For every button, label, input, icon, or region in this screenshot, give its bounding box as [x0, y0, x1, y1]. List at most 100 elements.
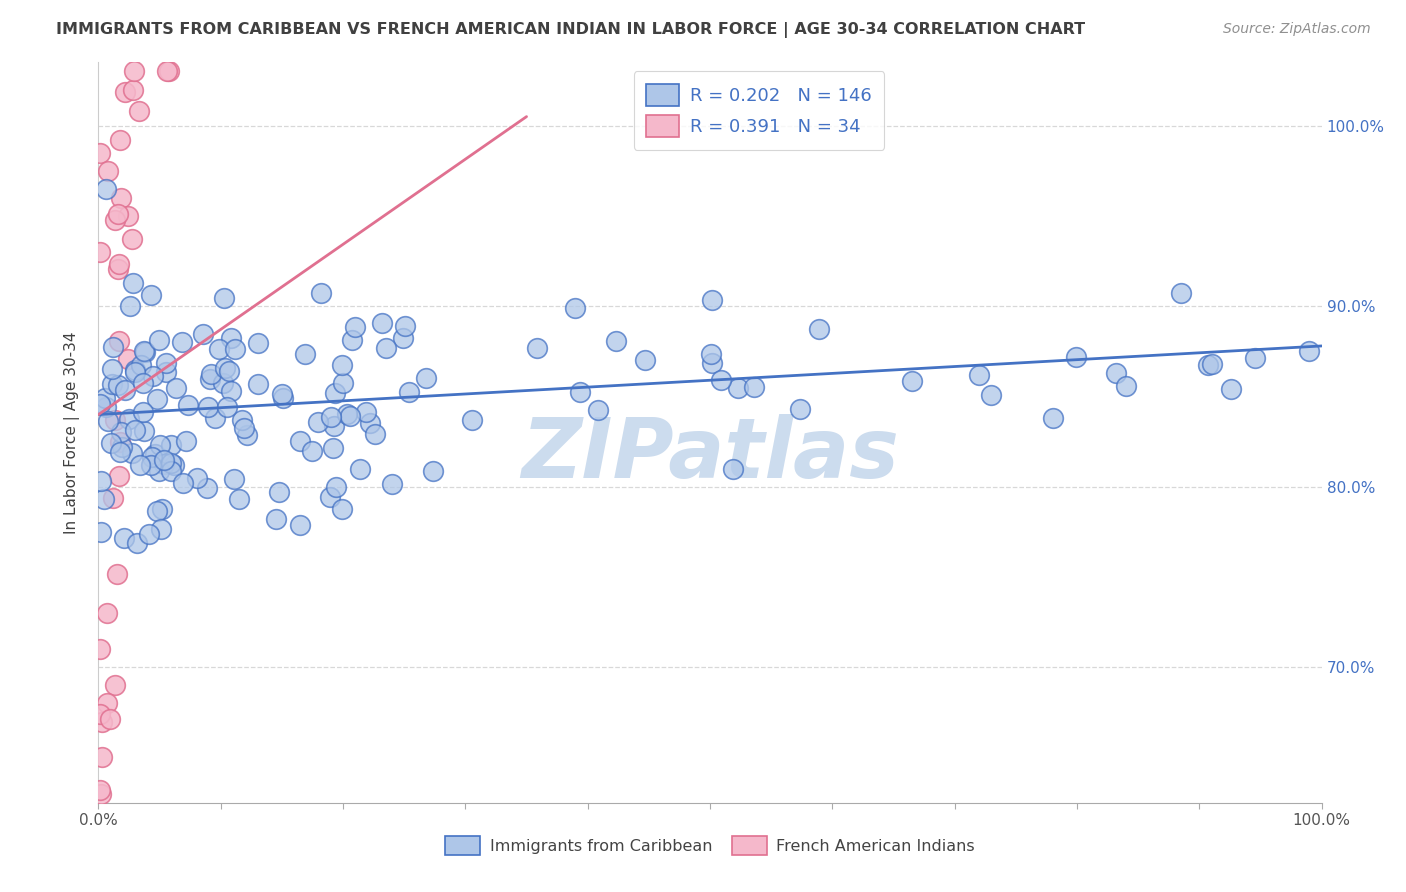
- Point: [128, 458, 150, 472]
- Point: [107, 377, 129, 392]
- Point: [101, 376, 124, 391]
- Point: [160, 456, 183, 470]
- Point: [89, 642, 111, 657]
- Point: [163, 458, 186, 472]
- Point: [1064, 350, 1087, 364]
- Point: [634, 353, 657, 368]
- Point: [156, 64, 179, 78]
- Point: [267, 485, 290, 500]
- Point: [114, 85, 136, 99]
- Point: [121, 446, 143, 460]
- Point: [170, 335, 193, 350]
- Point: [110, 425, 132, 439]
- Point: [727, 381, 749, 395]
- Point: [160, 438, 183, 452]
- Point: [94, 400, 117, 414]
- Point: [177, 398, 200, 412]
- Point: [336, 407, 359, 421]
- Point: [1201, 357, 1223, 371]
- Point: [89, 145, 111, 160]
- Point: [1220, 383, 1243, 397]
- Point: [132, 376, 155, 391]
- Point: [1244, 351, 1267, 365]
- Point: [332, 376, 354, 391]
- Point: [381, 476, 404, 491]
- Point: [134, 345, 156, 359]
- Point: [1170, 286, 1192, 301]
- Point: [155, 365, 177, 379]
- Point: [112, 531, 135, 545]
- Point: [710, 373, 733, 387]
- Point: [354, 405, 377, 419]
- Point: [107, 257, 129, 271]
- Point: [322, 418, 344, 433]
- Point: [94, 391, 117, 405]
- Point: [101, 340, 124, 354]
- Point: [124, 423, 146, 437]
- Point: [138, 526, 160, 541]
- Point: [1298, 344, 1320, 359]
- Point: [219, 384, 242, 398]
- Point: [114, 383, 136, 397]
- Point: [148, 464, 170, 478]
- Point: [174, 434, 197, 449]
- Point: [246, 376, 269, 391]
- Point: [218, 364, 240, 378]
- Point: [309, 286, 332, 301]
- Point: [89, 396, 111, 410]
- Point: [157, 64, 180, 78]
- Point: [208, 342, 231, 356]
- Point: [104, 212, 127, 227]
- Point: [117, 351, 139, 366]
- Point: [702, 356, 724, 370]
- Point: [97, 414, 120, 428]
- Point: [149, 438, 172, 452]
- Point: [212, 291, 235, 305]
- Point: [198, 372, 221, 386]
- Point: [228, 491, 250, 506]
- Point: [105, 567, 128, 582]
- Point: [143, 447, 166, 461]
- Point: [107, 334, 129, 348]
- Point: [700, 293, 723, 307]
- Point: [96, 606, 118, 620]
- Point: [374, 342, 396, 356]
- Point: [121, 83, 143, 97]
- Point: [124, 362, 146, 376]
- Point: [118, 299, 141, 313]
- Point: [110, 132, 132, 146]
- Point: [124, 365, 146, 379]
- Point: [290, 517, 312, 532]
- Point: [235, 427, 257, 442]
- Point: [322, 441, 344, 455]
- Point: [128, 103, 150, 118]
- Point: [204, 410, 226, 425]
- Point: [271, 391, 294, 405]
- Legend: Immigrants from Caribbean, French American Indians: Immigrants from Caribbean, French Americ…: [439, 830, 981, 862]
- Point: [101, 491, 124, 506]
- Point: [152, 452, 174, 467]
- Point: [101, 362, 124, 376]
- Point: [319, 410, 342, 425]
- Point: [330, 358, 353, 372]
- Point: [742, 380, 765, 394]
- Point: [98, 712, 121, 726]
- Point: [90, 524, 112, 539]
- Point: [121, 232, 143, 246]
- Point: [104, 413, 127, 427]
- Point: [301, 443, 323, 458]
- Point: [231, 413, 253, 427]
- Point: [146, 392, 169, 407]
- Point: [247, 335, 270, 350]
- Point: [349, 462, 371, 476]
- Point: [107, 261, 129, 276]
- Point: [270, 387, 292, 401]
- Point: [146, 504, 169, 518]
- Point: [394, 319, 416, 334]
- Point: [214, 361, 236, 376]
- Point: [526, 341, 548, 355]
- Point: [148, 334, 170, 348]
- Point: [142, 368, 165, 383]
- Point: [172, 475, 194, 490]
- Point: [141, 450, 163, 464]
